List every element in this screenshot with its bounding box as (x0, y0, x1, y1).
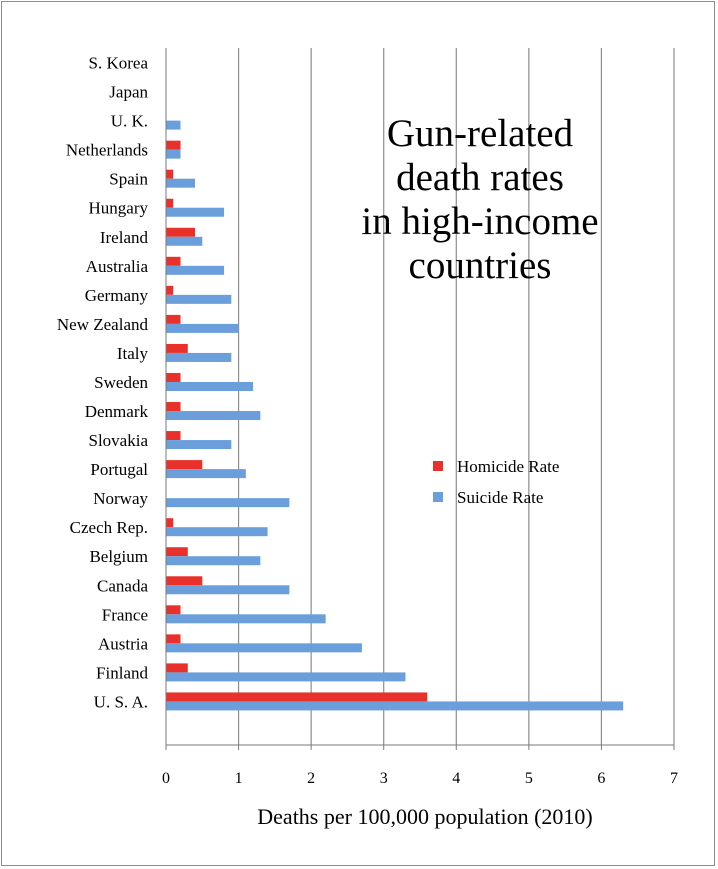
category-label: Canada (97, 576, 148, 595)
homicide-bar-belgium (166, 547, 188, 557)
suicide-bar-austria (166, 643, 362, 653)
category-label: Japan (109, 83, 148, 102)
category-label: Denmark (85, 402, 149, 421)
category-label: Slovakia (89, 431, 149, 450)
category-label: Czech Rep. (70, 518, 148, 537)
x-tick-label: 0 (162, 770, 170, 787)
homicide-bar-france (166, 605, 181, 615)
homicide-bar-portugal (166, 460, 203, 470)
suicide-bar-denmark (166, 411, 261, 421)
suicide-bar-australia (166, 265, 225, 275)
category-label: Italy (117, 344, 149, 363)
homicide-bar-czech-rep (166, 518, 174, 528)
category-label: Belgium (89, 547, 148, 566)
x-axis-title: Deaths per 100,000 population (2010) (257, 804, 592, 829)
homicide-bar-australia (166, 256, 181, 266)
suicide-bar-sweden (166, 381, 254, 391)
suicide-bar-norway (166, 498, 290, 508)
homicide-bar-new-zealand (166, 314, 181, 324)
suicide-bar-france (166, 614, 326, 624)
homicide-bar-denmark (166, 402, 181, 412)
category-label: New Zealand (57, 315, 149, 334)
suicide-bar-ireland (166, 236, 203, 246)
chart-title-line-2: death rates (396, 156, 564, 199)
homicide-bar-ireland (166, 227, 196, 237)
suicide-bar-italy (166, 352, 232, 362)
suicide-bar-netherlands (166, 149, 181, 159)
legend: Homicide Rate Suicide Rate (433, 457, 559, 507)
suicide-bar-u-s-a (166, 701, 624, 711)
category-label: U. K. (111, 112, 148, 131)
suicide-bar-slovakia (166, 440, 232, 450)
category-label: Norway (93, 489, 148, 508)
x-tick-label: 4 (452, 770, 460, 787)
homicide-bar-canada (166, 576, 203, 586)
chart-title-line-3: in high-income (361, 200, 599, 243)
homicide-bar-germany (166, 285, 174, 295)
x-tick-label: 6 (597, 770, 605, 787)
category-label: Netherlands (66, 141, 148, 160)
category-label: U. S. A. (94, 692, 148, 711)
chart-title-line-1: Gun-related (386, 112, 574, 155)
category-label: S. Korea (89, 54, 149, 73)
homicide-bar-slovakia (166, 431, 181, 441)
suicide-bar-finland (166, 672, 406, 682)
x-tick-label: 7 (670, 770, 678, 787)
legend-swatch-homicide (433, 461, 443, 471)
suicide-bar-portugal (166, 469, 246, 479)
category-label: Germany (85, 286, 149, 305)
legend-swatch-suicide (433, 492, 443, 502)
homicide-bar-hungary (166, 198, 174, 208)
x-tick-label: 3 (380, 770, 388, 787)
suicide-bar-spain (166, 178, 196, 188)
homicide-bar-sweden (166, 372, 181, 382)
homicide-bar-spain (166, 169, 174, 179)
suicide-bar-hungary (166, 207, 225, 217)
axes (165, 48, 675, 750)
category-label: Hungary (89, 199, 149, 218)
suicide-bar-canada (166, 585, 290, 595)
category-label: Spain (109, 170, 148, 189)
homicide-bar-italy (166, 343, 188, 353)
homicide-bar-finland (166, 663, 188, 673)
x-tick-labels: 0 1 2 3 4 5 6 7 (162, 770, 678, 787)
category-label: Sweden (94, 373, 148, 392)
bars (166, 120, 624, 711)
chart-title-line-4: countries (408, 244, 552, 287)
homicide-bar-netherlands (166, 140, 181, 150)
category-label: Australia (86, 257, 149, 276)
category-label: Finland (96, 663, 148, 682)
category-labels: S. Korea Japan U. K. Netherlands Spain Hungar… (57, 54, 149, 712)
homicide-bar-austria (166, 634, 181, 644)
suicide-bar-germany (166, 294, 232, 304)
x-tick-label: 5 (525, 770, 533, 787)
suicide-bar-czech-rep (166, 527, 268, 537)
category-label: France (102, 605, 148, 624)
chart-title: Gun-related death rates in high-income c… (320, 112, 640, 288)
x-tick-label: 1 (235, 770, 243, 787)
legend-label-suicide: Suicide Rate (457, 488, 543, 507)
suicide-bar-belgium (166, 556, 261, 566)
legend-label-homicide: Homicide Rate (457, 457, 559, 476)
category-label: Ireland (100, 228, 149, 247)
suicide-bar-new-zealand (166, 323, 239, 333)
suicide-bar-u-k (166, 120, 181, 130)
gridlines (237, 48, 675, 745)
category-label: Portugal (90, 460, 148, 479)
category-label: Austria (98, 634, 149, 653)
x-tick-label: 2 (307, 770, 315, 787)
homicide-bar-u-s-a (166, 692, 428, 702)
